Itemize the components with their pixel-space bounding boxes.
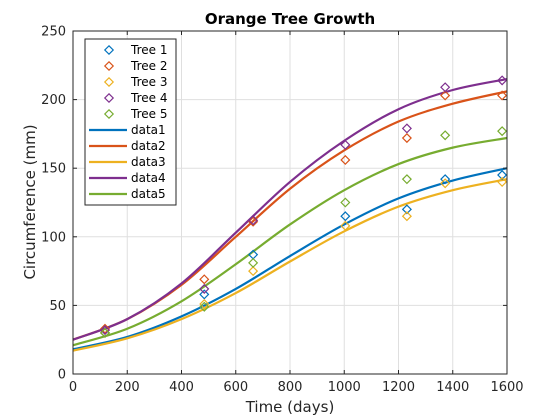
data-point-tree-5 <box>248 257 259 268</box>
legend-marker <box>103 92 115 104</box>
legend-entry: data5 <box>131 187 166 201</box>
y-tick-label: 100 <box>41 230 66 245</box>
data-point-tree-4 <box>340 139 351 150</box>
x-tick-label: 1200 <box>382 380 415 395</box>
legend-entry: Tree 2 <box>130 59 167 73</box>
legend-marker <box>103 76 115 88</box>
legend-marker <box>103 108 115 120</box>
legend-marker <box>103 44 115 56</box>
data-point-tree-4 <box>99 325 111 336</box>
x-tick-label: 400 <box>169 380 194 395</box>
data-point-tree-5 <box>340 197 351 208</box>
legend: Tree 1 Tree 2 Tree 3 Tree 4 Tree 5 data1 data2… <box>84 38 177 206</box>
data-point-tree-4 <box>401 123 412 134</box>
series-line-data5 <box>72 136 508 347</box>
legend-entry: Tree 4 <box>130 91 167 105</box>
legend-marker <box>103 60 115 72</box>
data-point-tree-2 <box>99 323 111 334</box>
x-tick-label: 200 <box>115 380 140 395</box>
y-tick-label: 50 <box>49 299 66 314</box>
data-point-tree-5 <box>497 126 508 137</box>
legend-entry: data3 <box>131 155 166 169</box>
tick-marks <box>72 30 508 375</box>
y-axis-label: Circumference (mm) <box>21 124 39 279</box>
data-point-tree-3 <box>248 266 259 277</box>
data-point-tree-1 <box>401 204 412 215</box>
y-tick-label: 150 <box>41 162 66 177</box>
tick-labels: 0 200 400 600 800 1000 1200 1400 1600 0 50 100 150 20… <box>41 25 523 396</box>
data-point-tree-1 <box>440 174 451 185</box>
data-point-tree-2 <box>440 90 451 101</box>
series-line-data4 <box>72 77 508 341</box>
legend-entry: data4 <box>131 171 166 185</box>
legend-entry: data1 <box>131 123 166 137</box>
y-tick-label: 200 <box>41 93 66 108</box>
data-point-tree-3 <box>199 298 210 310</box>
x-tick-label: 600 <box>223 380 248 395</box>
x-axis-label: Time (days) <box>245 398 335 416</box>
data-point-tree-2 <box>199 274 210 285</box>
series-layer <box>72 75 508 352</box>
chart-title: Orange Tree Growth <box>205 10 375 28</box>
x-tick-label: 0 <box>69 380 77 395</box>
data-point-tree-5 <box>99 327 111 338</box>
legend-entry: Tree 5 <box>130 107 167 121</box>
data-point-tree-2 <box>497 90 508 101</box>
legend-entry: data2 <box>131 139 166 153</box>
data-point-tree-3 <box>401 211 412 222</box>
series-line-data3 <box>72 178 508 352</box>
data-point-tree-1 <box>199 289 210 300</box>
data-point-tree-1 <box>340 211 351 222</box>
data-point-tree-4 <box>248 215 259 226</box>
legend-entry: Tree 3 <box>130 75 167 89</box>
data-point-tree-2 <box>340 154 351 166</box>
data-point-tree-3 <box>440 178 451 189</box>
x-tick-label: 1400 <box>436 380 469 395</box>
series-line-data1 <box>72 167 508 351</box>
data-point-tree-5 <box>401 174 412 185</box>
data-point-tree-4 <box>497 75 508 86</box>
data-point-tree-2 <box>401 132 412 144</box>
data-point-tree-1 <box>497 170 508 181</box>
x-tick-label: 1000 <box>328 380 361 395</box>
data-point-tree-2 <box>248 216 259 227</box>
legend-entry: Tree 1 <box>130 43 167 57</box>
y-tick-label: 0 <box>58 368 66 383</box>
x-tick-label: 1600 <box>490 380 523 395</box>
data-point-tree-5 <box>199 301 210 312</box>
data-point-tree-4 <box>440 82 451 93</box>
data-point-tree-3 <box>340 220 351 231</box>
x-tick-label: 800 <box>278 380 303 395</box>
data-point-tree-5 <box>440 130 451 141</box>
data-point-tree-4 <box>199 283 210 294</box>
y-tick-label: 250 <box>41 25 66 40</box>
data-point-tree-3 <box>497 176 508 187</box>
